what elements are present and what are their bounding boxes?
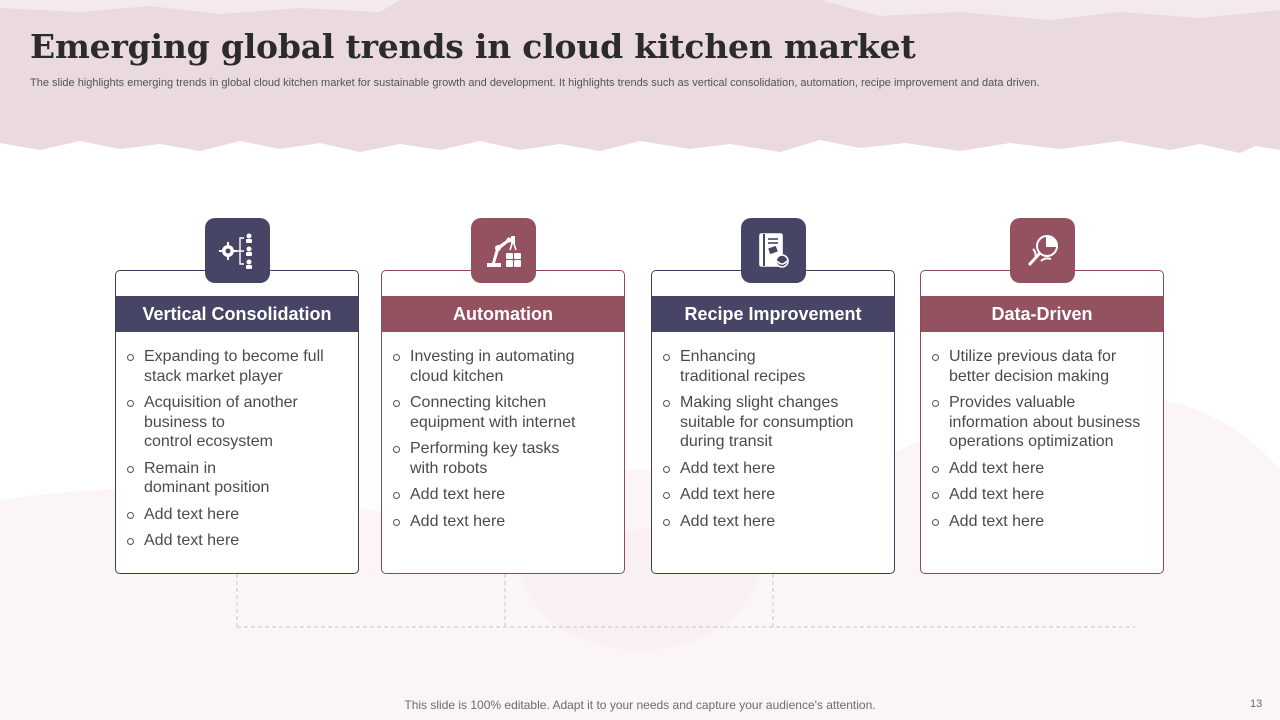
card-heading: Recipe Improvement (652, 296, 894, 332)
bullet-list: Utilize previous data for better decisio… (931, 347, 1151, 538)
card-recipe-improvement: Recipe Improvement Enhancing traditional… (651, 270, 895, 574)
card-data-driven: Data-Driven Utilize previous data for be… (920, 270, 1164, 574)
card-automation: Automation Investing in automating cloud… (381, 270, 625, 574)
bullet-item: Performing key tasks with robots (392, 439, 612, 478)
bullet-item: Expanding to become full stack market pl… (126, 347, 346, 386)
bullet-item: Add text here (392, 512, 612, 532)
header-banner (0, 0, 1280, 165)
page-number: 13 (1250, 698, 1263, 710)
data-analytics-icon (1010, 218, 1075, 283)
bullet-item: Making slight changes suitable for consu… (662, 393, 882, 452)
bullet-item: Enhancing traditional recipes (662, 347, 882, 386)
slide-subtitle: The slide highlights emerging trends in … (30, 77, 1040, 89)
slide-title: Emerging global trends in cloud kitchen … (30, 27, 916, 66)
bullet-item: Add text here (392, 485, 612, 505)
bullet-item: Add text here (662, 485, 882, 505)
bullet-item: Add text here (931, 485, 1151, 505)
bullet-list: Enhancing traditional recipes Making sli… (662, 347, 882, 538)
bullet-item: Add text here (126, 505, 346, 525)
org-chart-gear-icon (205, 218, 270, 283)
card-heading: Data-Driven (921, 296, 1163, 332)
card-heading: Vertical Consolidation (116, 296, 358, 332)
bullet-item: Investing in automating cloud kitchen (392, 347, 612, 386)
bullet-item: Add text here (662, 512, 882, 532)
bullet-item: Add text here (931, 512, 1151, 532)
slide-footer: This slide is 100% editable. Adapt it to… (404, 698, 876, 712)
bullet-item: Connecting kitchen equipment with intern… (392, 393, 612, 432)
bullet-item: Acquisition of another business to contr… (126, 393, 346, 452)
bullet-item: Add text here (931, 459, 1151, 479)
card-vertical-consolidation: Vertical Consolidation Expanding to beco… (115, 270, 359, 574)
bullet-item: Remain in dominant position (126, 459, 346, 498)
bullet-item: Provides valuable information about busi… (931, 393, 1151, 452)
bullet-list: Investing in automating cloud kitchen Co… (392, 347, 612, 538)
card-heading: Automation (382, 296, 624, 332)
bullet-item: Add text here (662, 459, 882, 479)
bullet-list: Expanding to become full stack market pl… (126, 347, 346, 558)
recipe-book-icon (741, 218, 806, 283)
bullet-item: Add text here (126, 531, 346, 551)
bullet-item: Utilize previous data for better decisio… (931, 347, 1151, 386)
robot-arm-icon (471, 218, 536, 283)
